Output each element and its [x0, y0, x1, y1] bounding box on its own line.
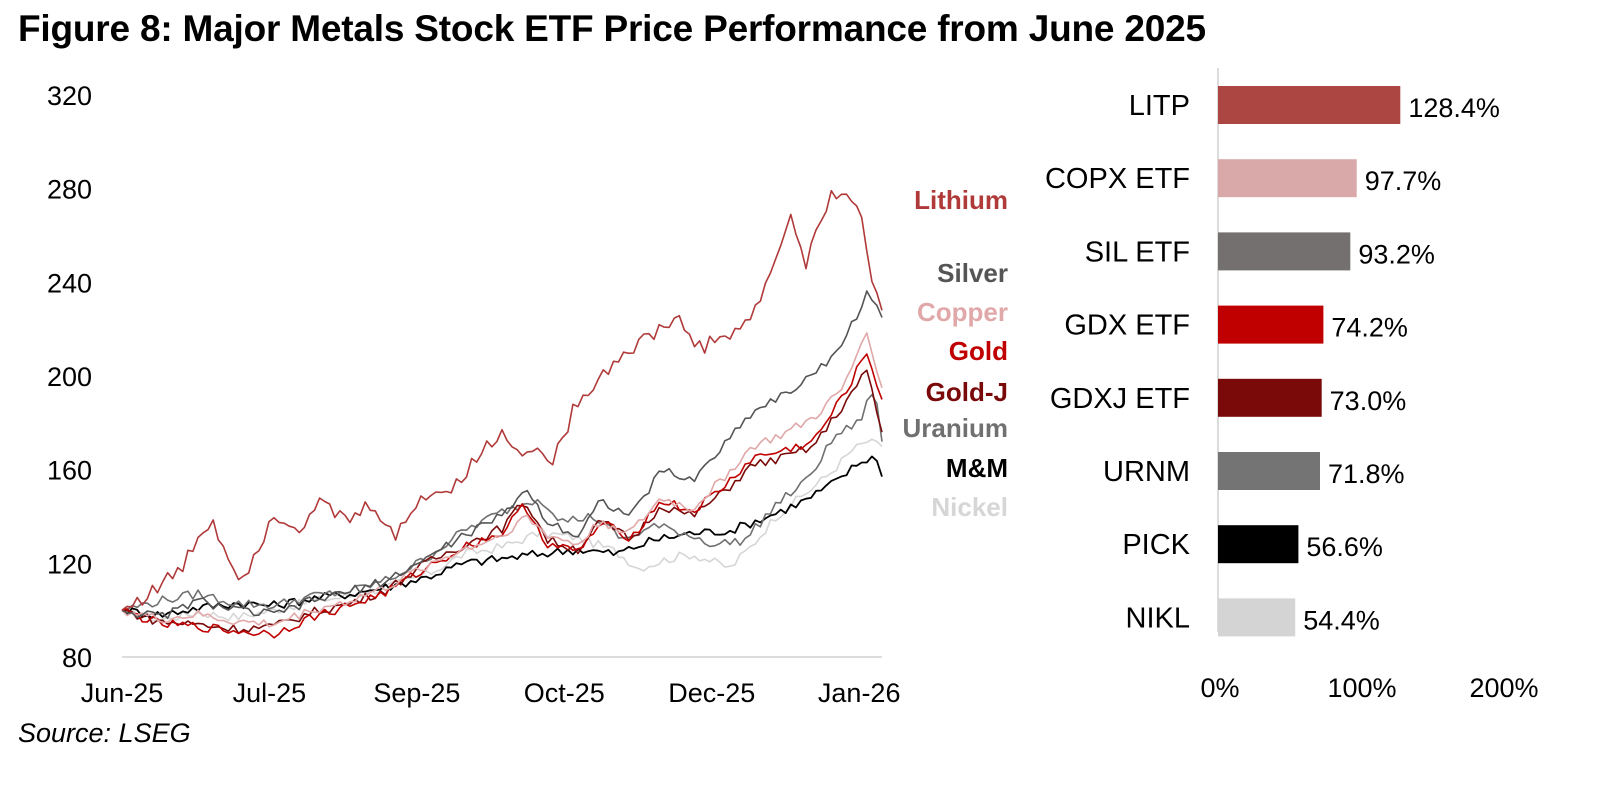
bar-value-label: 128.4% [1408, 93, 1500, 123]
bar-value-label: 74.2% [1331, 313, 1408, 343]
y-tick-label: 280 [47, 175, 92, 205]
bar-category-label: LITP [1129, 90, 1190, 122]
source-note: Source: LSEG [18, 718, 191, 748]
bar-category-label: COPX ETF [1045, 163, 1190, 195]
bar-category-label: PICK [1122, 529, 1190, 561]
bar-category-label: NIKL [1126, 602, 1190, 634]
bar-x-tick-label: 200% [1469, 673, 1538, 703]
bar-gdx-etf [1218, 305, 1324, 344]
series-label-copper: Copper [917, 297, 1008, 327]
bar-value-label: 54.4% [1303, 605, 1380, 635]
figure-title: Figure 8: Major Metals Stock ETF Price P… [18, 8, 1206, 49]
bar-value-label: 73.0% [1330, 386, 1407, 416]
bar-value-label: 97.7% [1365, 166, 1442, 196]
bar-category-label: GDXJ ETF [1050, 383, 1190, 415]
series-label-uranium: Uranium [903, 413, 1008, 443]
series-label-m-m: M&M [946, 453, 1008, 483]
series-line-m-m [121, 455, 883, 619]
line-chart: 80 120 160 200 240 280 320 Jun-25 Jul-25 Sep-25 Oc… [47, 81, 1008, 708]
bar-value-label: 71.8% [1328, 459, 1405, 489]
series-label-gold-j: Gold-J [926, 377, 1008, 407]
series-line-lithium [121, 189, 883, 611]
y-tick-label: 200 [47, 362, 92, 392]
series-label-silver: Silver [937, 258, 1008, 288]
bar-category-label: SIL ETF [1085, 236, 1190, 268]
series-line-uranium [122, 393, 883, 612]
series-line-nickel [121, 438, 883, 622]
bar-copx-etf [1218, 159, 1357, 198]
series-line-gold [121, 353, 883, 639]
x-tick-label: Sep-25 [373, 678, 460, 708]
x-tick-label: Dec-25 [668, 678, 755, 708]
x-tick-label: Jun-25 [81, 678, 164, 708]
y-tick-label: 160 [47, 456, 92, 486]
bar-category-label: URNM [1103, 456, 1190, 488]
y-tick-label: 120 [47, 549, 92, 579]
bar-pick [1218, 525, 1299, 564]
x-tick-label: Jul-25 [233, 678, 307, 708]
bar-chart: LITP 128.4% COPX ETF 97.7% SIL ETF 93.2% GDX E… [1045, 68, 1539, 703]
series-label-gold: Gold [949, 336, 1008, 366]
series-line-copper [121, 332, 883, 628]
x-tick-label: Jan-26 [818, 678, 901, 708]
series-line-silver [121, 290, 883, 620]
series-line-gold-j [121, 369, 883, 635]
bar-x-tick-label: 0% [1200, 673, 1239, 703]
bar-urnm [1218, 452, 1320, 490]
bar-value-label: 93.2% [1358, 239, 1435, 269]
bar-value-label: 56.6% [1306, 532, 1383, 562]
y-tick-label: 80 [62, 643, 92, 673]
bar-sil-etf [1218, 232, 1351, 271]
y-tick-label: 240 [47, 268, 92, 298]
x-tick-label: Oct-25 [524, 678, 605, 708]
bar-x-tick-label: 100% [1327, 673, 1396, 703]
series-label-lithium: Lithium [914, 185, 1008, 215]
bar-category-label: GDX ETF [1064, 310, 1190, 342]
bar-litp [1218, 86, 1401, 124]
bar-nikl [1218, 598, 1296, 637]
bar-gdxj-etf [1218, 378, 1322, 417]
y-tick-label: 320 [47, 81, 92, 111]
series-label-nickel: Nickel [931, 492, 1008, 522]
